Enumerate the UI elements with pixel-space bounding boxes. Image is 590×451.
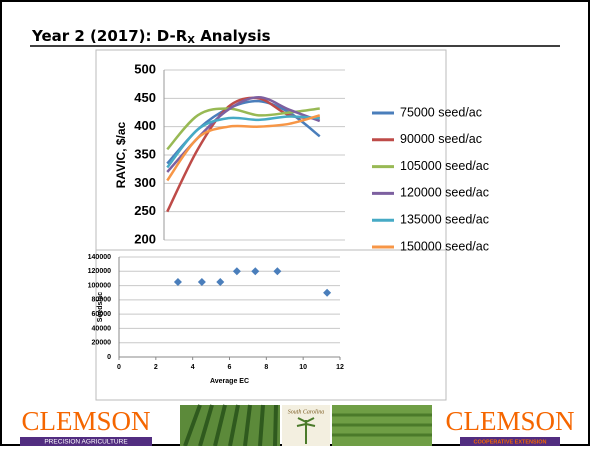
y-tick-label: 300 bbox=[134, 175, 156, 190]
legend-label: 105000 seed/ac bbox=[400, 159, 489, 173]
chart-frame bbox=[95, 49, 447, 401]
x-tick-label: 4 bbox=[191, 364, 195, 371]
y-axis-label: RAVIC, $/ac bbox=[114, 121, 128, 188]
logo-right-sub: COOPERATIVE EXTENSION bbox=[474, 439, 547, 445]
y-axis-label: Seeds/ac bbox=[97, 292, 104, 322]
palmetto bbox=[296, 417, 316, 444]
y-tick-label: 500 bbox=[134, 61, 156, 76]
y-tick-label: 200 bbox=[134, 231, 156, 246]
legend-label: 150000 seed/ac bbox=[400, 239, 489, 253]
point bbox=[216, 278, 225, 286]
y-tick-label: 250 bbox=[134, 203, 156, 218]
y-tick-label: 120000 bbox=[88, 268, 111, 275]
series-line bbox=[166, 114, 321, 182]
x-tick-label: 8 bbox=[264, 364, 268, 371]
logo-left: CLEMSON bbox=[21, 406, 150, 436]
title-end: Analysis bbox=[195, 27, 271, 45]
x-tick-label: 12 bbox=[336, 364, 344, 371]
logo-left-band bbox=[20, 437, 152, 446]
y-tick-label: 80000 bbox=[92, 297, 112, 304]
title-main: Year 2 (2017): D-R bbox=[31, 27, 188, 45]
series-line bbox=[166, 115, 320, 169]
x-tick-label: 0 bbox=[117, 364, 121, 371]
legend-label: 75000 seed/ac bbox=[400, 105, 482, 119]
crop-rows bbox=[332, 413, 432, 437]
series-line bbox=[166, 107, 320, 151]
y-tick-label: 140000 bbox=[88, 254, 111, 261]
y-tick-label: 450 bbox=[134, 90, 156, 105]
point bbox=[251, 267, 260, 276]
legend-label: 90000 seed/ac bbox=[400, 132, 482, 146]
logo-right-band bbox=[460, 437, 560, 446]
x-tick-label: 2 bbox=[154, 364, 158, 371]
x-axis-label: Average EC bbox=[210, 378, 249, 385]
logo-left-sub: PRECISION AGRICULTURE bbox=[44, 439, 128, 446]
point bbox=[232, 267, 241, 276]
y-tick-label: 100000 bbox=[88, 282, 111, 289]
emblem-text: South Carolina bbox=[288, 409, 325, 415]
point bbox=[173, 278, 182, 286]
legend-label: 120000 seed/ac bbox=[400, 186, 489, 200]
x-tick-label: 6 bbox=[228, 364, 232, 371]
y-tick-label: 60000 bbox=[92, 311, 112, 318]
y-tick-label: 20000 bbox=[92, 340, 112, 347]
title-sub: X bbox=[187, 35, 195, 46]
logo-right: CLEMSON bbox=[445, 406, 574, 436]
y-tick-label: 350 bbox=[134, 146, 156, 161]
crop-rows bbox=[183, 404, 278, 447]
y-tick-label: 40000 bbox=[92, 325, 112, 332]
point bbox=[323, 288, 332, 297]
x-tick-label: 10 bbox=[299, 364, 307, 371]
legend-label: 135000 seed/ac bbox=[400, 212, 489, 226]
y-tick-label: 0 bbox=[107, 354, 111, 361]
point bbox=[197, 278, 206, 286]
point bbox=[273, 267, 282, 276]
y-tick-label: 400 bbox=[134, 118, 156, 133]
slide-title: Year 2 (2017): D-RX Analysis bbox=[31, 27, 271, 47]
